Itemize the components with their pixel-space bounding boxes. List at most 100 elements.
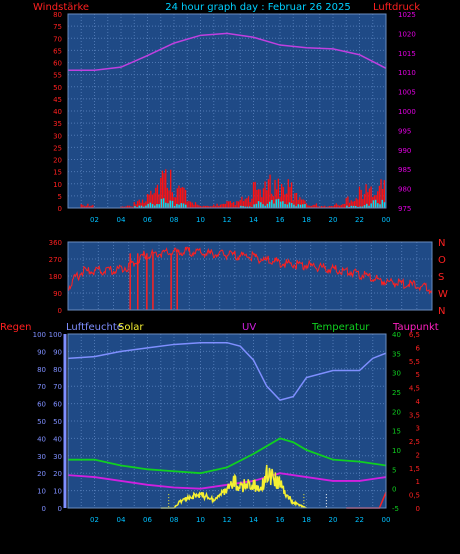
pressure-tick-label: 1000: [398, 108, 416, 116]
humidity-tick-label: 30: [53, 453, 62, 461]
page-title: 24 hour graph day : Februar 26 2025: [165, 2, 350, 13]
wind-x-tick-label: 22: [355, 216, 364, 224]
pressure-tick-label: 1010: [398, 69, 416, 77]
uv-tick-label: 0: [416, 505, 420, 513]
wind-tick-label: 35: [53, 120, 62, 128]
uv-tick-label: 0,5: [409, 492, 420, 500]
wind-x-tick-label: 20: [329, 216, 338, 224]
combined-x-tick-label: 06: [143, 516, 152, 524]
wind-tick-label: 65: [53, 47, 62, 55]
combined-x-tick-label: 00: [382, 516, 391, 524]
uv-tick-label: 2: [416, 451, 420, 459]
humidity-tick-label: 40: [53, 435, 62, 443]
uv-tick-label: 2,5: [409, 438, 420, 446]
rain-tick-label: 10: [37, 488, 46, 496]
wind-x-tick-label: 10: [196, 216, 205, 224]
temperature-tick-label: 0: [392, 486, 396, 494]
combined-x-tick-label: 04: [117, 516, 126, 524]
wind-tick-label: 15: [53, 169, 62, 177]
wind-tick-label: 5: [58, 193, 62, 201]
wind-x-tick-label: 02: [90, 216, 99, 224]
direction-line: [67, 246, 433, 295]
rain-tick-label: 0: [42, 505, 46, 513]
uv-tick-label: 4,5: [409, 385, 420, 393]
combined-x-tick-label: 08: [170, 516, 179, 524]
wind-x-tick-label: 08: [170, 216, 179, 224]
humidity-tick-label: 100: [49, 331, 62, 339]
humidity-tick-label: 80: [53, 366, 62, 374]
wind-tick-label: 20: [53, 157, 62, 165]
dewpoint-axis-title: Taupunkt: [392, 322, 439, 333]
combined-x-tick-label: 10: [196, 516, 205, 524]
direction-tick-label: 360: [49, 239, 62, 247]
humidity-tick-label: 60: [53, 401, 62, 409]
wind-x-tick-label: 12: [223, 216, 232, 224]
solar-line: [160, 464, 307, 509]
temperature-tick-label: 15: [392, 428, 401, 436]
temperature-tick-label: 35: [392, 350, 401, 358]
pressure-tick-label: 1015: [398, 50, 416, 58]
wind-axis-title: Windstärke: [33, 2, 89, 13]
humidity-tick-label: 50: [53, 418, 62, 426]
uv-tick-label: 6,5: [409, 331, 420, 339]
temperature-tick-label: 30: [392, 370, 401, 378]
direction-compass-label: W: [438, 289, 448, 300]
wind-tick-label: 40: [53, 108, 62, 116]
uv-tick-label: 1: [416, 478, 420, 486]
rain-tick-label: 40: [37, 435, 46, 443]
pressure-tick-label: 980: [398, 186, 411, 194]
rain-tick-label: 50: [37, 418, 46, 426]
direction-tick-label: 0: [58, 307, 62, 315]
wind-tick-label: 60: [53, 60, 62, 68]
uv-axis-title: UV: [242, 322, 256, 333]
direction-compass-label: N: [438, 238, 445, 249]
uv-tick-label: 4: [416, 398, 421, 406]
temperature-tick-label: 40: [392, 331, 401, 339]
temperature-tick-label: 20: [392, 408, 401, 416]
wind-tick-label: 55: [53, 72, 62, 80]
uv-tick-label: 3: [416, 425, 420, 433]
pressure-tick-label: 1020: [398, 30, 416, 38]
uv-tick-label: 5: [416, 371, 420, 379]
wind-tick-label: 75: [53, 23, 62, 31]
rain-tick-label: 30: [37, 453, 46, 461]
combined-x-tick-label: 22: [355, 516, 364, 524]
combined-x-tick-label: 18: [302, 516, 311, 524]
direction-compass-label: N: [438, 306, 445, 317]
wind-tick-label: 10: [53, 181, 62, 189]
wind-tick-label: 25: [53, 144, 62, 152]
humidity-line: [67, 341, 387, 401]
uv-tick-label: 5,5: [409, 358, 420, 366]
direction-panel-frame: [67, 241, 433, 311]
wind-x-tick-label: 06: [143, 216, 152, 224]
wind-tick-label: 30: [53, 132, 62, 140]
uv-tick-label: 6: [416, 344, 421, 352]
combined-panel-frame: [67, 333, 387, 509]
direction-tick-label: 180: [49, 273, 62, 281]
temperature-tick-label: 5: [392, 466, 396, 474]
temperature-line: [68, 437, 387, 475]
wind-tick-label: 45: [53, 96, 62, 104]
humidity-axis-title: Luftfeuchte: [66, 322, 123, 333]
wind-x-tick-label: 16: [276, 216, 285, 224]
dewpoint-line: [67, 472, 387, 490]
rain-tick-label: 20: [37, 470, 46, 478]
humidity-tick-label: 70: [53, 383, 62, 391]
temperature-tick-label: 10: [392, 447, 401, 455]
pressure-tick-label: 975: [398, 205, 411, 213]
wind-x-tick-label: 18: [302, 216, 311, 224]
rain-tick-label: 80: [37, 366, 46, 374]
humidity-tick-label: 90: [53, 348, 62, 356]
pressure-tick-label: 990: [398, 147, 411, 155]
temperature-tick-label: 25: [392, 389, 401, 397]
rain-tick-label: 70: [37, 383, 46, 391]
humidity-tick-label: 20: [53, 470, 62, 478]
wind-tick-label: 0: [58, 205, 62, 213]
wind-tick-label: 50: [53, 84, 62, 92]
combined-x-tick-label: 20: [329, 516, 338, 524]
direction-compass-label: S: [438, 272, 444, 283]
wind-x-tick-label: 04: [117, 216, 126, 224]
direction-compass-label: O: [438, 255, 446, 266]
combined-x-tick-label: 02: [90, 516, 99, 524]
